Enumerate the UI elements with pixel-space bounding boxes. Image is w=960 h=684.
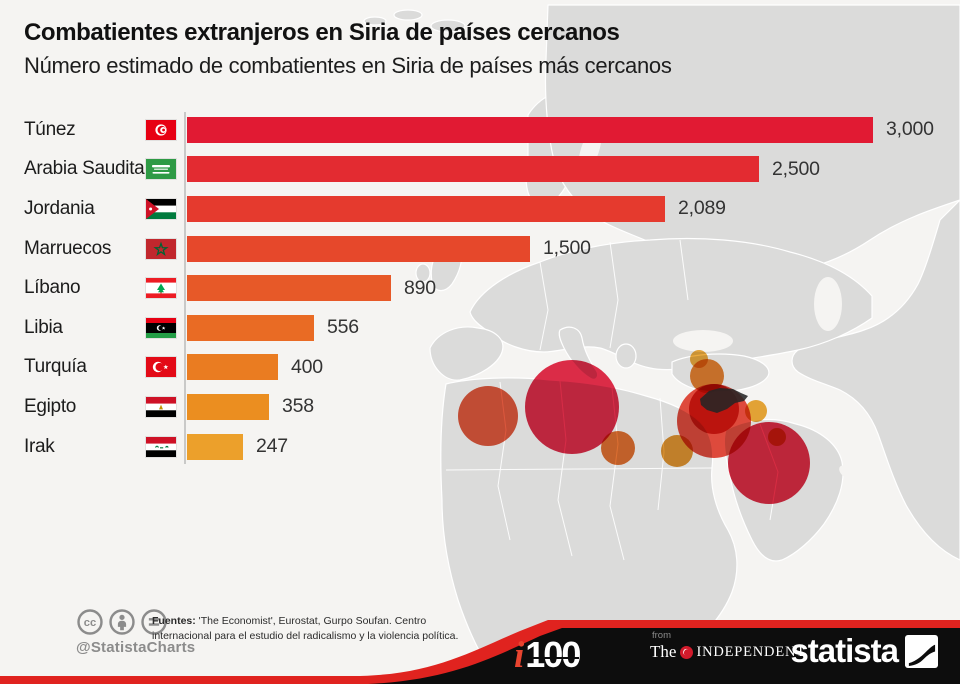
flag-libya-icon [146,317,176,338]
bar-chart: Túnez 3,000 Arabia Saudita 2,500 Jordania 2,0… [24,110,934,466]
bar-lebanon [187,275,391,302]
statista-logo[interactable]: statista [790,632,938,670]
independent-from-label: from [652,630,671,641]
flag-turkey-icon [146,357,176,378]
country-label: Turquía [24,356,87,378]
sources-note: Fuentes: 'The Economist', Eurostat, Gurp… [152,614,482,644]
country-label: Jordania [24,197,95,219]
sources-label: Fuentes: [152,615,196,627]
independent-the-label: The [650,642,677,661]
bar-jordan [187,195,665,222]
map-bubble-saudi-arabia [728,422,810,504]
header: Combatientes extranjeros en Siria de paí… [24,18,672,81]
bar-row: Túnez 3,000 [24,110,934,150]
flag-jordan-icon [146,198,176,219]
value-label: 890 [404,276,436,299]
country-label: Líbano [24,277,81,299]
independent-name-label: INDEPENDENT [696,643,806,660]
bar-libya [187,314,314,341]
bar-morocco [187,235,530,262]
value-label: 3,000 [886,118,934,141]
bar-tunisia [187,116,873,143]
cc-cc-icon: cc [77,609,103,635]
flag-egypt-icon [146,396,176,417]
svg-text:cc: cc [84,617,96,629]
country-label: Marruecos [24,237,112,259]
i100-logo[interactable]: i 100 [514,634,581,677]
bar-row: Líbano 890 [24,268,934,308]
independent-eagle-icon [680,645,694,659]
value-label: 247 [256,435,288,458]
map-bubble-iraq [745,400,767,422]
cc-equal-icon [141,609,167,635]
map-bubble-libya [601,431,635,465]
syria-country-shape [700,388,748,413]
statista-logo-text: statista [790,632,899,669]
map-bubble-tunisia [525,360,619,454]
i100-logo-i: i [514,635,525,676]
statista-charts-handle[interactable]: @StatistaCharts [76,639,196,656]
bar-row: Marruecos 1,500 [24,229,934,269]
bar-row: Turquía 400 [24,348,934,388]
footer-ribbon [0,620,960,684]
bar-egypt [187,393,269,420]
sources-text: 'The Economist', Eurostat, Gurpo Soufan.… [152,615,459,643]
i100-logo-number: 100 [523,634,581,675]
independent-logo[interactable]: from The INDEPENDENT [650,630,806,662]
flag-iraq-icon [146,436,176,457]
bar-iraq [187,433,243,460]
bar-row: Irak 247 [24,427,934,467]
value-label: 2,500 [772,157,820,180]
chart-title: Combatientes extranjeros en Siria de paí… [24,19,620,46]
country-label: Libia [24,316,63,338]
bar-turkey [187,354,278,381]
chart-subtitle: Número estimado de combatientes en Siria… [24,53,672,78]
bar-row: Libia 556 [24,308,934,348]
country-label: Irak [24,435,55,457]
flag-saudi-arabia-icon [146,159,176,180]
value-label: 1,500 [543,237,591,260]
country-label: Egipto [24,395,77,417]
map-bubble-morocco [458,386,518,446]
country-label: Túnez [24,118,76,140]
cc-attribution-icon [109,609,135,635]
bar-row: Arabia Saudita 2,500 [24,150,934,190]
footer: cc @StatistaCharts Fuentes: 'The Economi… [0,604,960,684]
statista-logo-icon [905,634,938,668]
bar-saudi-arabia [187,156,759,183]
bar-row: Egipto 358 [24,387,934,427]
flag-tunisia-icon [146,119,176,140]
flag-morocco-icon [146,238,176,259]
axis-baseline [184,112,186,464]
flag-lebanon-icon [146,278,176,299]
value-label: 556 [327,316,359,339]
bar-row: Jordania 2,089 [24,189,934,229]
value-label: 358 [282,395,314,418]
value-label: 2,089 [678,197,726,220]
country-label: Arabia Saudita [24,158,145,180]
value-label: 400 [291,355,323,378]
